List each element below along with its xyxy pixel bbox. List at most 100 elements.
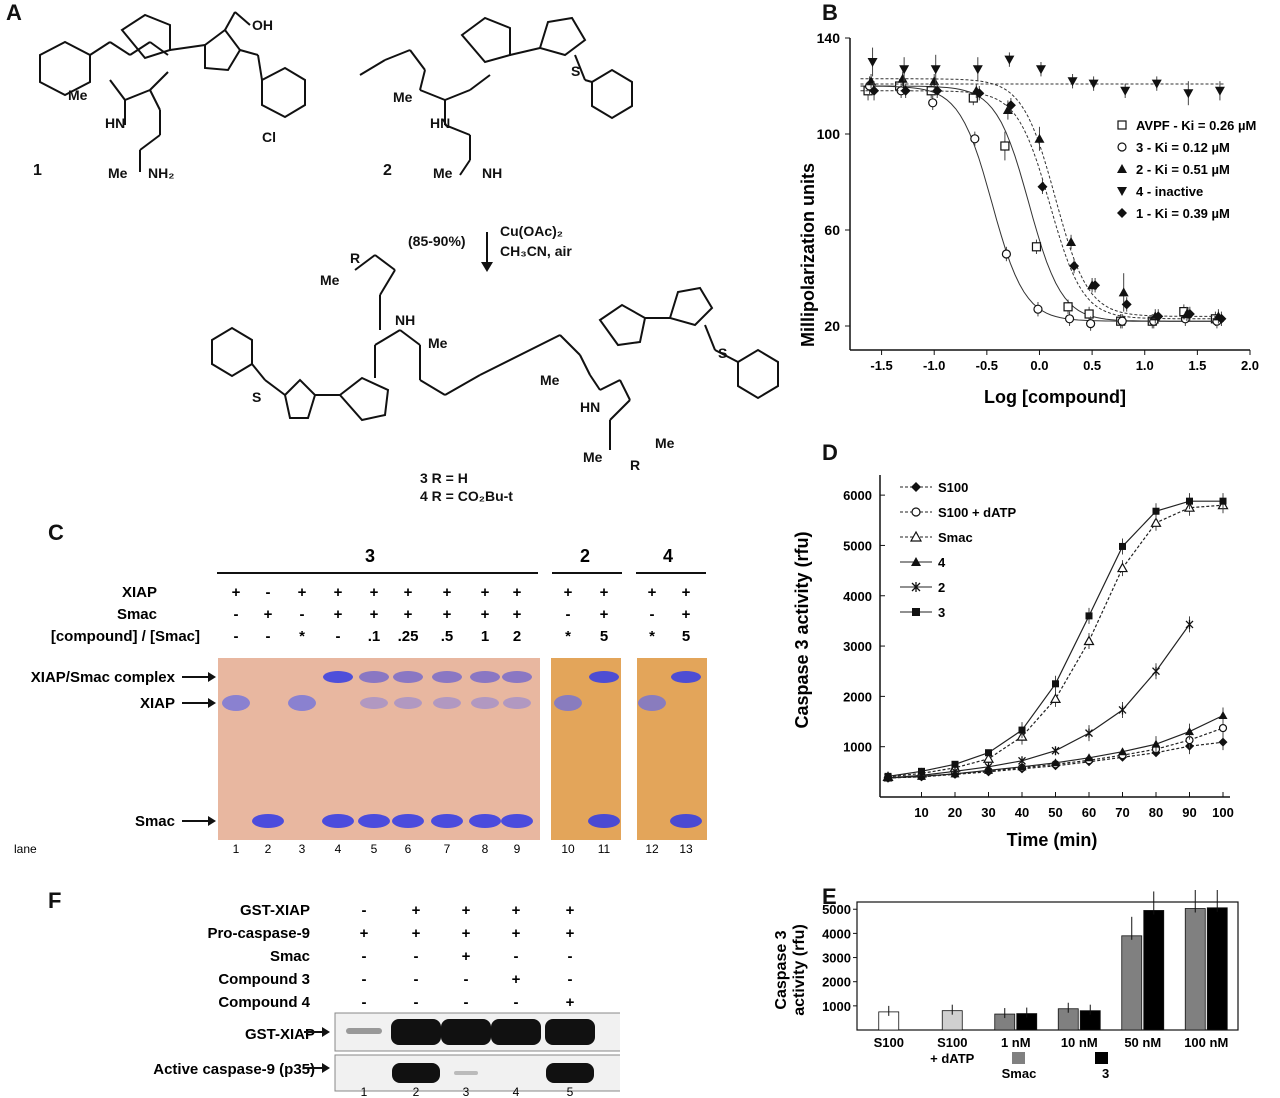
chart-b-xtick-label: -1.0 bbox=[923, 358, 945, 373]
gel-c-header-3: 3 bbox=[365, 546, 375, 566]
panel-a-structures: OH Me HN Me NH₂ Cl 1 Me HN Me NH S 2 (85… bbox=[33, 11, 779, 504]
blot-f-lane-number: 2 bbox=[413, 1085, 420, 1098]
gel-c-smac-sign: + bbox=[600, 606, 609, 623]
gel-c-ratio: .25 bbox=[398, 628, 419, 645]
blot-f-sign: - bbox=[362, 971, 367, 988]
atom-me-9: Me bbox=[655, 435, 675, 451]
chart-d-ytick-label: 1000 bbox=[843, 740, 872, 755]
gel-c-smac-sign: + bbox=[682, 606, 691, 623]
chart-d-point bbox=[951, 766, 959, 776]
chart-d-legend-label: Smac bbox=[938, 530, 973, 545]
chart-d-point bbox=[918, 767, 925, 775]
chart-d-legend-label: 2 bbox=[938, 580, 945, 595]
chart-d-point bbox=[985, 749, 992, 757]
chart-d-ytick-label: 5000 bbox=[843, 538, 872, 553]
chart-d-point bbox=[1218, 737, 1228, 747]
chart-b-point bbox=[1214, 86, 1225, 96]
chart-d-series-Smac bbox=[882, 497, 1229, 781]
gel-c-band-xiap bbox=[471, 697, 499, 709]
chart-b-point bbox=[929, 76, 940, 86]
chart-d-point bbox=[1218, 710, 1228, 719]
chart-d-legend-marker bbox=[911, 557, 921, 566]
gel-c-smac-sign: + bbox=[481, 606, 490, 623]
blot-label-caspase9: Active caspase-9 (p35) bbox=[153, 1061, 315, 1078]
atom-nh-1: NH bbox=[482, 165, 502, 181]
blot-f-band-gst-xiap bbox=[346, 1028, 382, 1034]
gel-c-smac-sign: + bbox=[264, 606, 273, 623]
atom-cl: Cl bbox=[262, 129, 276, 145]
blot-f-sign: - bbox=[568, 971, 573, 988]
chart-d-legend-marker bbox=[911, 507, 921, 517]
arrowhead-caspase9 bbox=[322, 1063, 330, 1073]
gel-c-lane-number: 3 bbox=[299, 842, 306, 856]
chart-e-legend-swatch bbox=[1012, 1052, 1025, 1064]
chart-e-legend-label: Smac bbox=[1002, 1066, 1037, 1081]
gel-c-ratio: .5 bbox=[441, 628, 454, 645]
chart-d-point bbox=[984, 762, 993, 772]
chart-d-point bbox=[1051, 746, 1060, 756]
gel-c-ratio: - bbox=[266, 628, 271, 645]
gel-c-slab-3 bbox=[637, 658, 707, 840]
chart-b-fit-2 bbox=[860, 78, 1224, 317]
atom-me-2: Me bbox=[108, 165, 128, 181]
chart-e-ytick-label: 2000 bbox=[822, 975, 851, 990]
chart-e-category-label: S100 bbox=[874, 1035, 904, 1050]
chart-b-point bbox=[1001, 249, 1011, 259]
gel-c-smac-sign: - bbox=[234, 606, 239, 623]
chart-e: Caspase 3 activity (rfu) 1000 2000 3000 400… bbox=[773, 890, 1239, 1081]
chart-d-series-4 bbox=[883, 707, 1228, 782]
chart-b-point bbox=[900, 85, 911, 96]
chart-e-bar bbox=[1184, 908, 1206, 1031]
blot-f-lane-number: 4 bbox=[513, 1085, 520, 1098]
gel-c-ratio: .1 bbox=[368, 628, 381, 645]
atom-me-8: Me bbox=[583, 449, 603, 465]
chart-b-legend-marker bbox=[1117, 142, 1127, 152]
chart-b-point bbox=[970, 134, 980, 144]
chart-d-point bbox=[1085, 728, 1093, 738]
chart-e-category-label: S100 bbox=[937, 1035, 967, 1050]
chart-d-point bbox=[1049, 693, 1062, 703]
blot-f-sign: + bbox=[462, 948, 471, 965]
chart-b-legend-marker bbox=[1117, 187, 1127, 196]
gel-c-band-complex bbox=[323, 671, 353, 683]
gel-c-xiap-sign: + bbox=[513, 584, 522, 601]
arrowhead-smac bbox=[208, 816, 216, 826]
atom-me-1: Me bbox=[68, 87, 88, 103]
chart-b-ylabel: Millipolarization units bbox=[798, 163, 818, 347]
blot-f-sign: + bbox=[566, 902, 575, 919]
gel-c-xiap-sign: + bbox=[443, 584, 452, 601]
gel-c-lane-number: 5 bbox=[371, 842, 378, 856]
gel-c-lane-number: 8 bbox=[482, 842, 489, 856]
gel-c-smac-sign: + bbox=[443, 606, 452, 623]
gel-c-band-smac bbox=[252, 814, 284, 828]
gel-c-band-complex bbox=[589, 671, 619, 683]
gel-c-xiap-sign: + bbox=[404, 584, 413, 601]
blot-f-sign: + bbox=[412, 925, 421, 942]
chart-b-legend-marker bbox=[1117, 120, 1127, 130]
chart-b-point bbox=[897, 73, 908, 83]
chart-d-point bbox=[1017, 762, 1027, 771]
chart-b-point bbox=[1069, 261, 1080, 271]
tetrazole-3b bbox=[668, 286, 714, 327]
blot-f-band-caspase9 bbox=[392, 1063, 440, 1083]
gel-c-lane-number: 11 bbox=[598, 842, 611, 856]
compound-1-label: 1 bbox=[33, 162, 42, 179]
chart-d-point bbox=[1018, 726, 1026, 734]
gel-c-lane-number: 9 bbox=[514, 842, 521, 856]
blot-f-sign: + bbox=[360, 925, 369, 942]
gel-c-row-ratio: [compound] / [Smac] bbox=[51, 628, 200, 645]
chart-b-series-4 bbox=[860, 47, 1225, 106]
chart-d-line bbox=[887, 504, 1224, 778]
gel-c-ratio: 1 bbox=[481, 628, 489, 645]
chart-d-xtick-label: 20 bbox=[948, 805, 962, 820]
chart-e-frame bbox=[856, 901, 1239, 1031]
gel-c-lane-word: lane bbox=[14, 842, 37, 856]
chart-d-ytick-label: 2000 bbox=[843, 689, 872, 704]
atom-s-2: S bbox=[252, 389, 261, 405]
gel-c-band-complex bbox=[502, 671, 532, 683]
blot-f-sign: + bbox=[566, 994, 575, 1011]
gel-c-band-complex bbox=[393, 671, 423, 683]
chart-e-category-label: 10 nM bbox=[1061, 1035, 1098, 1050]
gel-c-ratio: 5 bbox=[682, 628, 690, 645]
atom-me-4: Me bbox=[433, 165, 453, 181]
